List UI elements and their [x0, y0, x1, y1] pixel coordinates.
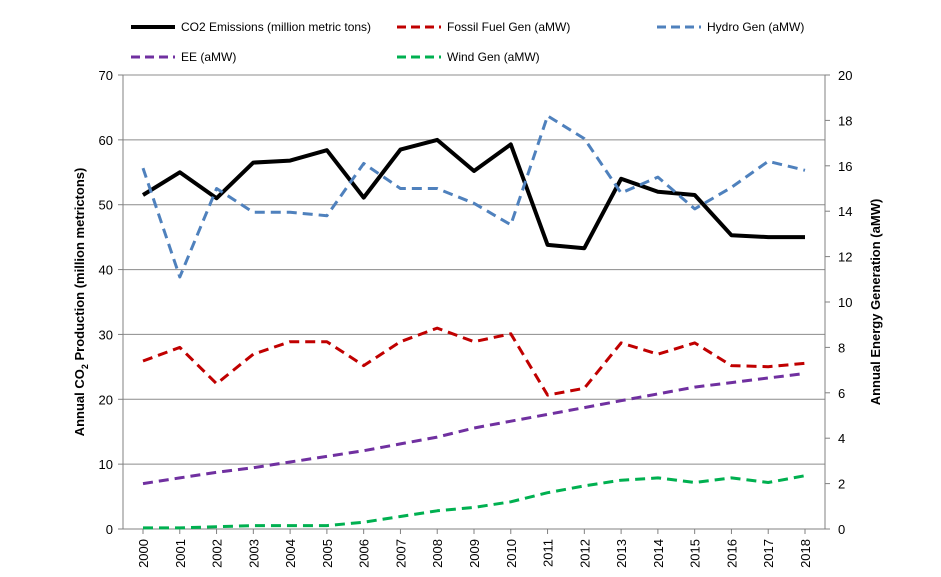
right-tick-label: 8 [838, 340, 845, 355]
left-axis-title-subscript: 2 [80, 364, 90, 369]
x-tick-label: 2002 [210, 539, 225, 568]
x-tick-label: 2016 [724, 539, 739, 568]
series-line [142, 326, 806, 397]
right-tick-label: 14 [838, 204, 852, 219]
right-tick-label: 2 [838, 477, 845, 492]
x-tick-label: 2012 [577, 539, 592, 568]
x-tick-label: 2000 [136, 539, 151, 568]
series-line [141, 114, 806, 279]
right-tick-label: 0 [838, 522, 845, 537]
legend-label: Wind Gen (aMW) [447, 50, 540, 64]
right-tick-label: 4 [838, 431, 845, 446]
left-axis-title-main: Annual CO [72, 369, 87, 436]
left-axis-ticks: 0 10 20 30 40 50 60 70 [99, 68, 113, 537]
x-tick-label: 2004 [283, 539, 298, 568]
x-tick-label: 2014 [651, 539, 666, 568]
left-axis-title: Annual CO2 Production (million metricton… [72, 168, 90, 437]
x-tick-label: 2013 [614, 539, 629, 568]
legend-label: CO2 Emissions (million metric tons) [181, 20, 371, 34]
left-axis-title-rest: Production (million metrictons) [72, 168, 87, 364]
x-tick-label: 2007 [393, 539, 408, 568]
right-axis-title: Annual Energy Generation (aMW) [868, 199, 883, 406]
series-line [142, 372, 806, 486]
series-lines [141, 114, 806, 530]
left-tick-label: 40 [99, 263, 113, 278]
x-tick-label: 2005 [320, 539, 335, 568]
right-tick-label: 16 [838, 159, 852, 174]
left-tick-label: 70 [99, 68, 113, 83]
x-axis-ticks: 2000 2001 2002 2003 2004 2005 2006 2007 2008 2009… [136, 539, 813, 568]
left-tick-label: 0 [106, 522, 113, 537]
legend: CO2 Emissions (million metric tons) Fossi… [131, 20, 804, 64]
left-tick-label: 60 [99, 133, 113, 148]
left-tick-label: 20 [99, 392, 113, 407]
right-tick-label: 20 [838, 68, 852, 83]
right-tick-label: 10 [838, 295, 852, 310]
legend-label: EE (aMW) [181, 50, 236, 64]
right-axis-ticks: 0 2 4 6 8 10 12 14 16 18 20 [838, 68, 852, 537]
right-tick-label: 6 [838, 386, 845, 401]
right-tick-label: 12 [838, 250, 852, 265]
left-tick-label: 30 [99, 327, 113, 342]
x-tick-label: 2018 [798, 539, 813, 568]
x-tick-label: 2011 [541, 539, 556, 567]
x-tick-label: 2001 [173, 539, 188, 568]
gridlines [123, 74, 825, 465]
x-tick-label: 2015 [688, 539, 703, 568]
right-tick-label: 18 [838, 113, 852, 128]
left-tick-label: 10 [99, 457, 113, 472]
x-tick-label: 2008 [430, 539, 445, 568]
axes [118, 74, 830, 534]
x-tick-label: 2006 [357, 539, 372, 568]
series-line [143, 474, 806, 530]
legend-label: Hydro Gen (aMW) [707, 20, 804, 34]
x-tick-label: 2003 [246, 539, 261, 568]
x-tick-label: 2010 [504, 539, 519, 568]
x-tick-label: 2017 [761, 539, 776, 568]
legend-label: Fossil Fuel Gen (aMW) [447, 20, 570, 34]
x-tick-label: 2009 [467, 539, 482, 568]
series-line [141, 137, 805, 251]
left-tick-label: 50 [99, 198, 113, 213]
